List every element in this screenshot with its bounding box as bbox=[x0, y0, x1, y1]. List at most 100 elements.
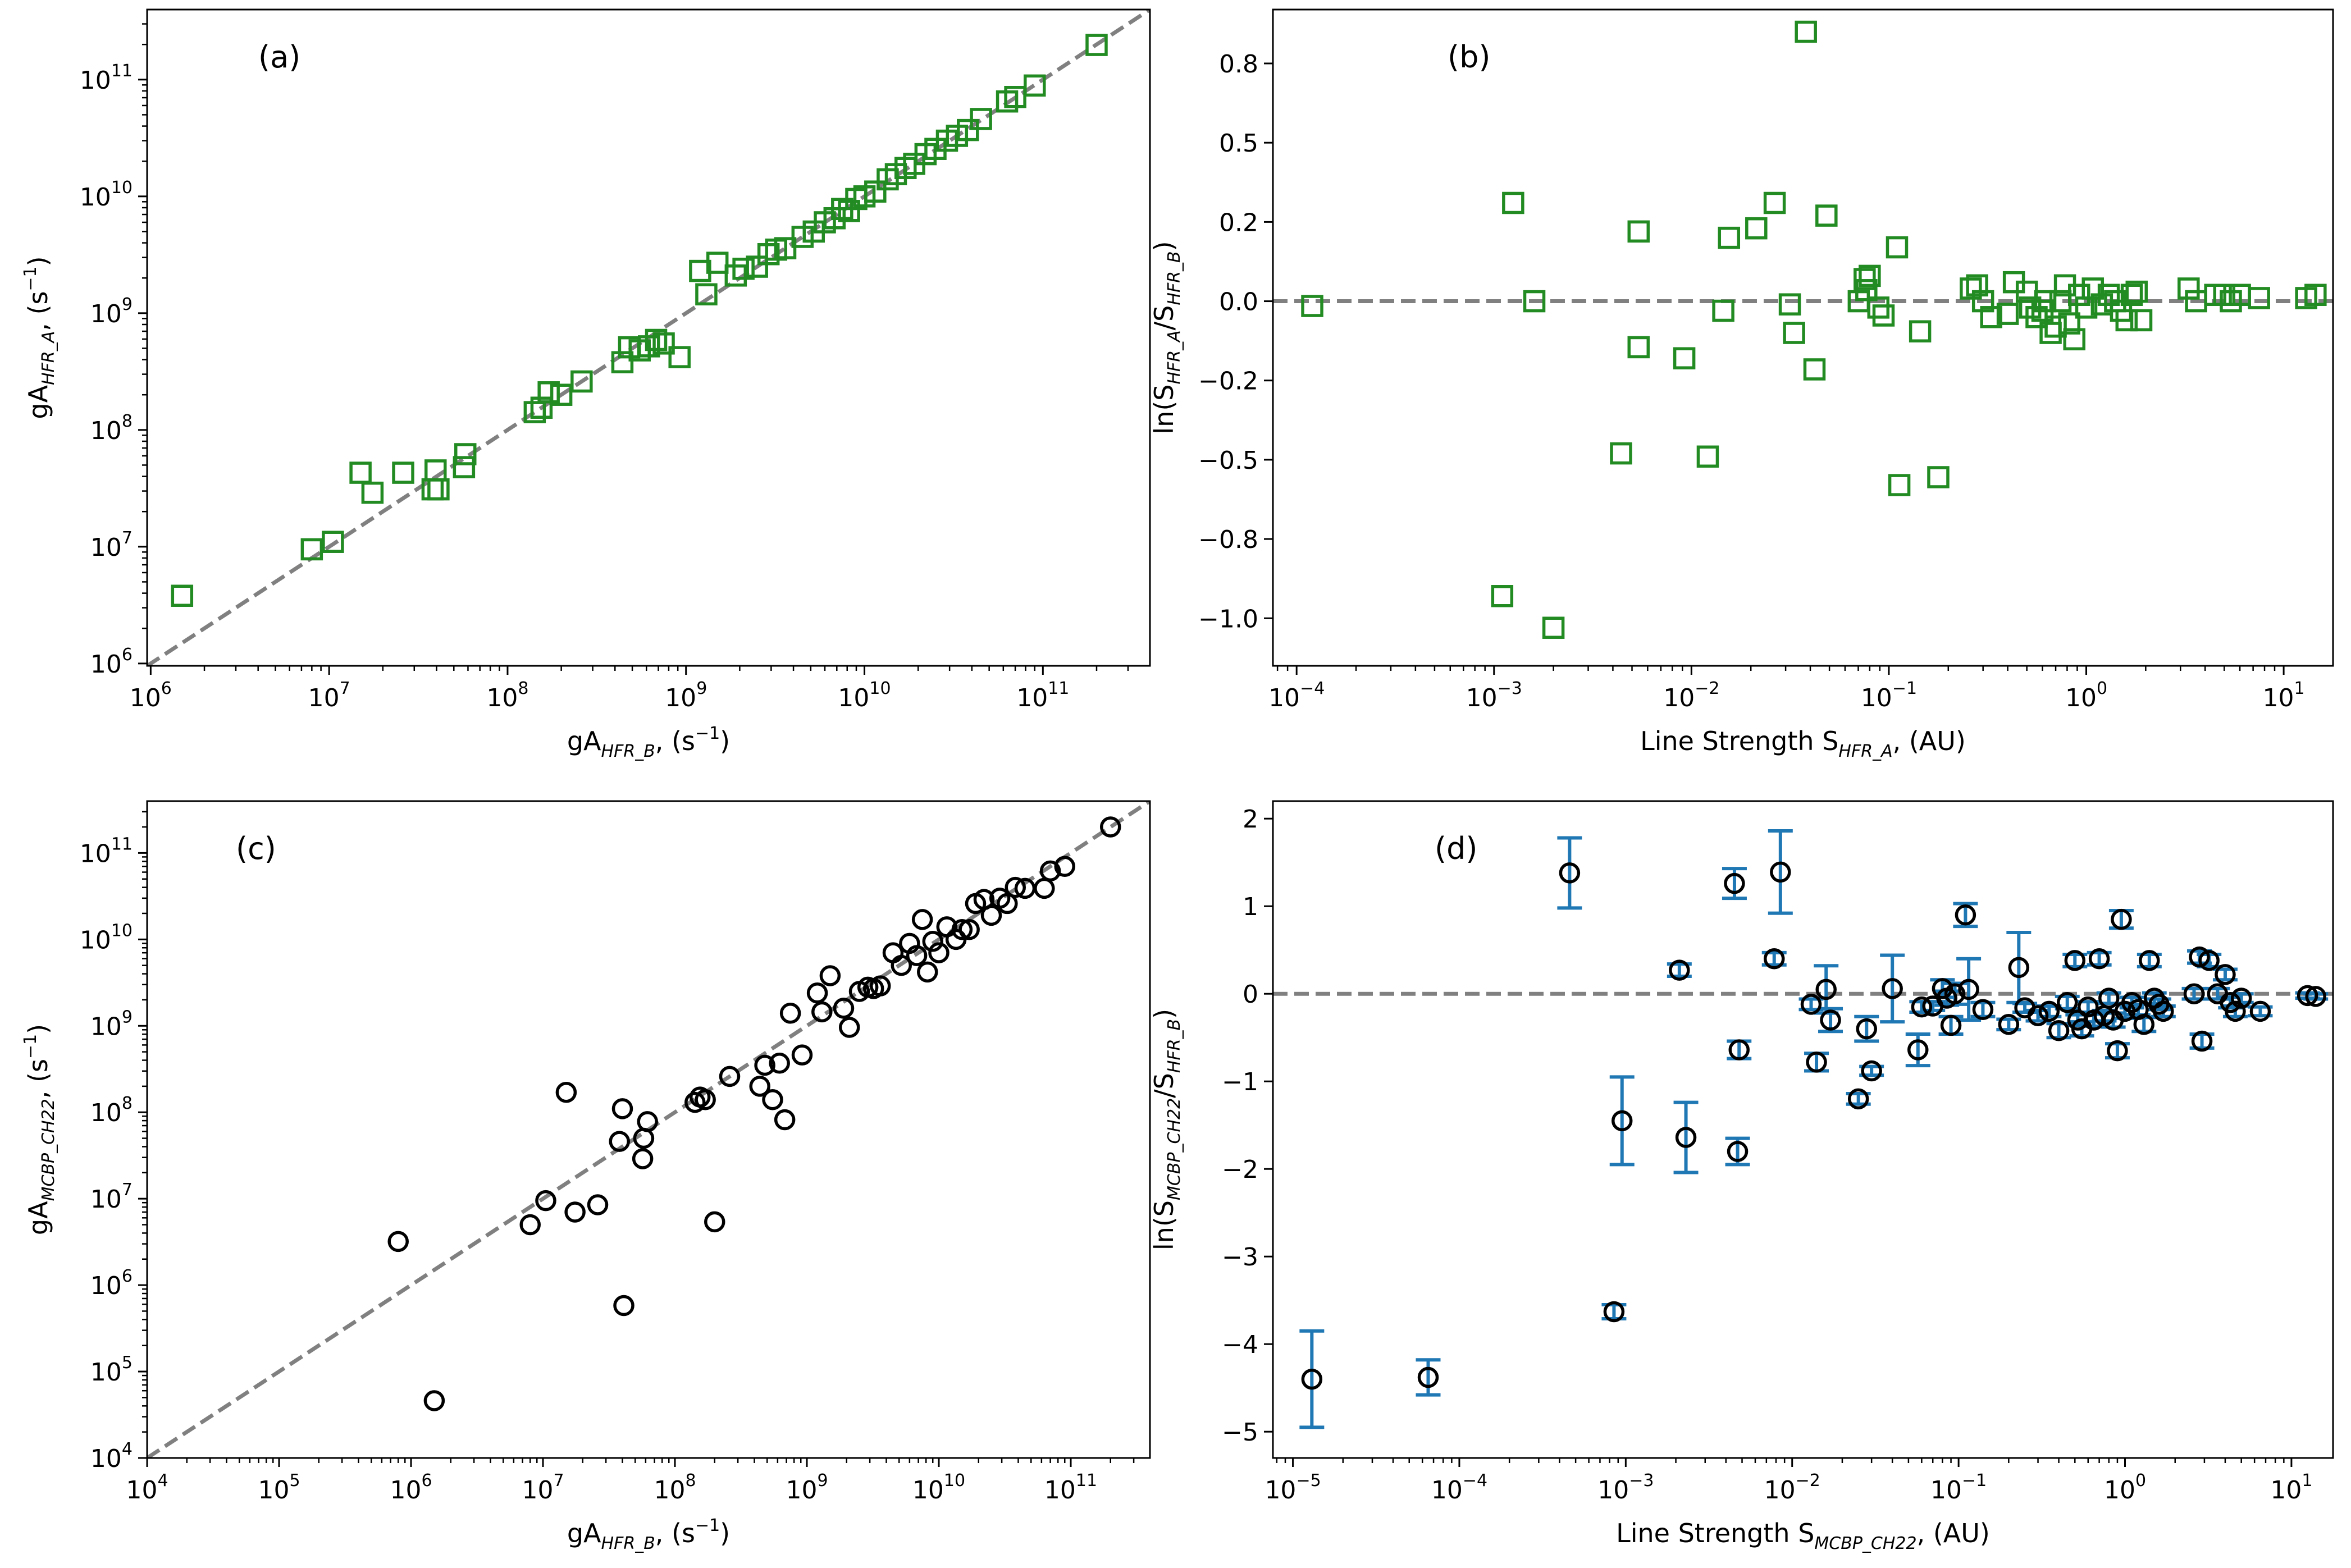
data-point bbox=[519, 1214, 541, 1236]
tick-exp: 9 bbox=[122, 1007, 133, 1027]
x-axis-label: Line Strength SMCBP_CH22, (AU) bbox=[1616, 1518, 1990, 1553]
data-point bbox=[1940, 1014, 1962, 1036]
data-point bbox=[757, 243, 780, 266]
label-end: ) bbox=[720, 726, 730, 756]
axes-frame bbox=[146, 8, 1151, 667]
panel-label: (a) bbox=[258, 39, 300, 75]
data-point bbox=[1958, 979, 1979, 1000]
data-point bbox=[1728, 1039, 1750, 1060]
data-point bbox=[1764, 948, 1785, 970]
data-point bbox=[1960, 277, 1982, 300]
tick-exp: 11 bbox=[1048, 679, 1069, 698]
y-tick-label: 0.5 bbox=[1219, 129, 1258, 158]
data-point bbox=[322, 531, 344, 553]
tick-exp: 10 bbox=[944, 1471, 965, 1491]
tick-base: 10 bbox=[80, 183, 111, 212]
y-axis-label: gAHFR_A, (s−1) bbox=[21, 256, 58, 419]
tick-exp: 7 bbox=[122, 528, 133, 548]
data-point bbox=[2248, 287, 2270, 309]
label-sub: HFR_A bbox=[1165, 330, 1184, 384]
data-point bbox=[2189, 946, 2210, 968]
data-point bbox=[774, 237, 797, 259]
tick-base: 10 bbox=[390, 1476, 421, 1505]
x-tick-label: 109 bbox=[665, 679, 707, 712]
data-point bbox=[1882, 978, 1903, 999]
label-sup: −1 bbox=[695, 724, 720, 743]
label-end: ) bbox=[23, 1024, 53, 1034]
x-tick-label: 10−2 bbox=[1663, 679, 1719, 712]
data-point bbox=[2048, 1020, 2070, 1041]
data-point bbox=[537, 381, 560, 404]
data-point bbox=[1005, 876, 1026, 898]
x-axis-label: Line Strength SHFR_A, (AU) bbox=[1640, 726, 1966, 761]
data-point bbox=[833, 998, 855, 1019]
tick-base: 10 bbox=[1044, 1476, 1076, 1505]
data-point bbox=[523, 401, 546, 423]
x-tick-label: 108 bbox=[654, 1471, 696, 1505]
data-point bbox=[911, 909, 933, 930]
data-point bbox=[1867, 296, 1890, 319]
data-point bbox=[719, 1066, 741, 1087]
data-point bbox=[1696, 445, 1719, 468]
y-tick-label: −0.5 bbox=[1198, 446, 1258, 475]
data-point bbox=[1847, 1088, 1869, 1110]
label-main: gA bbox=[23, 1201, 53, 1235]
tick-base: 10 bbox=[80, 66, 111, 95]
x-tick-label: 1011 bbox=[1016, 679, 1069, 712]
data-point bbox=[2044, 315, 2067, 338]
data-point bbox=[1610, 442, 1632, 465]
tick-base: 10 bbox=[665, 684, 696, 712]
data-point bbox=[1998, 1014, 2020, 1035]
tick-base: 10 bbox=[486, 684, 518, 712]
panel-b: 10−4 10−3 10−2 10−1 100 101−1.0−0.8−0.5−0.20.… bbox=[1149, 8, 2334, 761]
data-point bbox=[891, 954, 912, 976]
tick-base: 10 bbox=[1930, 1476, 1962, 1505]
tick-exp: 5 bbox=[289, 1471, 300, 1491]
data-point bbox=[1820, 1009, 1841, 1031]
label-end: ) bbox=[1149, 1009, 1179, 1019]
tick-base: 10 bbox=[90, 300, 122, 328]
tick-base: 10 bbox=[1663, 684, 1695, 712]
label-sup: −1 bbox=[695, 1516, 720, 1535]
tick-exp: −1 bbox=[1892, 679, 1917, 698]
data-point bbox=[2297, 985, 2318, 1007]
tick-exp: −3 bbox=[1629, 1471, 1654, 1491]
data-point bbox=[2133, 1014, 2155, 1035]
data-point bbox=[613, 1295, 634, 1316]
tick-base: 10 bbox=[2065, 684, 2097, 712]
data-point bbox=[1856, 1018, 1878, 1040]
x-tick-label: 10−2 bbox=[1764, 1471, 1820, 1505]
tick-base: 10 bbox=[1861, 684, 1892, 712]
label-tail: , (AU) bbox=[1917, 1518, 1990, 1548]
tick-base: 10 bbox=[912, 1476, 944, 1505]
data-point bbox=[1907, 1039, 1929, 1060]
tick-base: 10 bbox=[786, 1476, 817, 1505]
data-point bbox=[2125, 280, 2148, 303]
data-point bbox=[1854, 268, 1876, 290]
data-point bbox=[1861, 1060, 1882, 1082]
data-point bbox=[2225, 1000, 2246, 1022]
data-point bbox=[530, 396, 553, 419]
label-main: gA bbox=[23, 385, 53, 419]
data-point bbox=[951, 919, 973, 940]
tick-base: 10 bbox=[1264, 1476, 1296, 1505]
data-point bbox=[1301, 295, 1323, 317]
label-main: ln(S bbox=[1149, 1200, 1179, 1250]
data-point bbox=[1502, 191, 1524, 214]
y-tick-label: 1011 bbox=[80, 834, 133, 868]
axes-frame bbox=[1272, 800, 2334, 1459]
tick-exp: 8 bbox=[685, 1471, 696, 1491]
data-point bbox=[684, 1091, 706, 1113]
tick-exp: 10 bbox=[869, 679, 891, 698]
y-tick-label: 1010 bbox=[80, 178, 133, 212]
tick-exp: 10 bbox=[111, 178, 133, 198]
data-point bbox=[1886, 236, 1909, 259]
x-tick-label: 107 bbox=[308, 679, 350, 712]
data-point bbox=[668, 346, 691, 368]
data-point bbox=[706, 252, 729, 274]
data-point bbox=[1718, 226, 1741, 249]
data-point bbox=[637, 1111, 658, 1132]
data-point bbox=[171, 584, 194, 607]
tick-exp: 0 bbox=[2135, 1471, 2146, 1491]
y-tick-label: −5 bbox=[1222, 1418, 1258, 1447]
